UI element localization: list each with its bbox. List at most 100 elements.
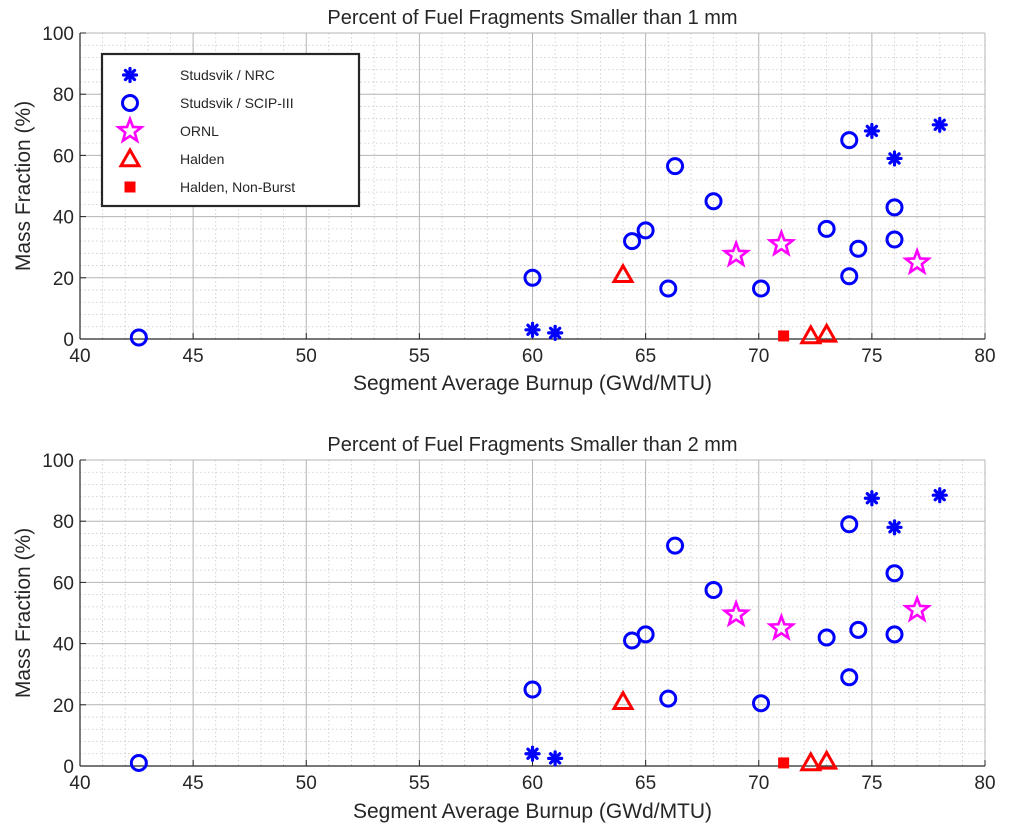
x-axis-label: Segment Average Burnup (GWd/MTU): [353, 800, 712, 823]
data-point-circle: [840, 515, 859, 534]
data-point-star: [902, 246, 933, 276]
data-point-circle: [849, 620, 868, 639]
series-triangle: [611, 689, 839, 772]
legend-label: ORNL: [180, 123, 219, 139]
y-tick-label: 20: [53, 269, 74, 290]
series-square: [778, 330, 790, 342]
data-point-triangle: [799, 750, 823, 772]
series-circle: [129, 515, 904, 772]
legend: Studsvik / NRC Studsvik / SCIP-III ORNL Hal…: [100, 52, 361, 208]
y-tick-label: 60: [53, 146, 74, 167]
legend-marker-square: [124, 181, 136, 193]
data-point-triangle: [815, 749, 839, 770]
x-tick-label: 80: [974, 346, 995, 367]
y-tick-label: 80: [53, 512, 74, 533]
data-point-circle: [666, 536, 685, 555]
series-asterisk: [524, 487, 948, 767]
data-point-square: [778, 330, 790, 342]
y-tick-label: 40: [53, 635, 74, 656]
x-axis-label: Segment Average Burnup (GWd/MTU): [353, 372, 712, 395]
chart-2: 40 45 50 55 60 65 70 75 80 0 20 40 60 80 100 Percent of…: [12, 434, 996, 823]
x-tick-label: 65: [635, 773, 656, 794]
x-tick-label: 40: [69, 773, 90, 794]
data-point-star: [721, 598, 752, 628]
x-tick-label: 55: [409, 346, 430, 367]
x-tick-label: 40: [69, 346, 90, 367]
data-point-asterisk: [931, 116, 948, 133]
series-triangle: [611, 262, 839, 345]
x-tick-label: 75: [861, 346, 882, 367]
legend-marker-triangle: [118, 146, 142, 168]
data-point-asterisk: [524, 321, 541, 338]
data-point-circle: [659, 279, 678, 298]
data-point-circle: [129, 328, 148, 347]
x-tick-label: 60: [522, 346, 543, 367]
data-point-star: [721, 239, 752, 268]
y-tick-label: 0: [63, 757, 74, 778]
data-point-circle: [817, 219, 836, 238]
data-point-star: [766, 612, 797, 642]
data-point-triangle: [799, 323, 823, 345]
data-point-circle: [523, 680, 542, 699]
data-point-circle: [885, 230, 904, 249]
legend-box: [100, 52, 361, 208]
x-tick-label: 60: [522, 773, 543, 794]
x-tick-label: 80: [974, 773, 995, 794]
x-tick-label: 50: [296, 773, 317, 794]
y-tick-label: 60: [53, 573, 74, 594]
data-point-circle: [659, 689, 678, 708]
chart-1: 40 45 50 55 60 65 70 75 80 0 20 40 60 80 100 Percent of…: [12, 7, 996, 395]
data-point-circle: [523, 268, 542, 287]
data-point-asterisk: [524, 745, 541, 762]
chart-title: Percent of Fuel Fragments Smaller than 1…: [327, 7, 737, 29]
data-point-circle: [636, 625, 655, 644]
y-tick-label: 40: [53, 208, 74, 229]
data-point-asterisk: [547, 750, 564, 767]
data-point-circle: [704, 581, 723, 600]
legend-label: Studsvik / NRC: [180, 67, 275, 83]
x-tick-label: 50: [296, 346, 317, 367]
x-tick-label: 70: [748, 346, 769, 367]
data-point-circle: [817, 628, 836, 647]
data-point-circle: [885, 198, 904, 217]
data-point-circle: [885, 625, 904, 644]
data-point-circle: [636, 221, 655, 240]
series-star: [721, 594, 933, 642]
x-tick-label: 55: [409, 773, 430, 794]
x-tick-label: 75: [861, 773, 882, 794]
series-asterisk: [524, 116, 948, 341]
data-point-circle: [752, 694, 771, 713]
series-star: [721, 228, 933, 276]
legend-label: Halden, Non-Burst: [180, 179, 295, 195]
chart-title: Percent of Fuel Fragments Smaller than 2…: [327, 434, 737, 456]
data-point-circle: [849, 239, 868, 258]
data-point-triangle: [815, 322, 839, 343]
legend-label: Studsvik / SCIP-III: [180, 95, 294, 111]
data-point-asterisk: [886, 150, 903, 167]
data-point-triangle: [611, 262, 635, 283]
data-point-asterisk: [863, 490, 880, 507]
y-tick-label: 100: [42, 451, 74, 472]
data-point-asterisk: [863, 122, 880, 140]
data-point-circle: [666, 157, 685, 176]
legend-marker-circle: [121, 94, 139, 112]
data-point-circle: [840, 668, 859, 687]
data-point-asterisk: [886, 519, 903, 536]
data-point-circle: [704, 192, 723, 211]
series-square: [778, 757, 790, 769]
data-point-star: [766, 228, 797, 257]
data-point-star: [902, 594, 933, 623]
x-tick-label: 45: [183, 346, 204, 367]
y-axis-label: Mass Fraction (%): [12, 528, 35, 698]
data-point-circle: [885, 564, 904, 583]
y-tick-label: 20: [53, 696, 74, 717]
data-point-circle: [752, 279, 771, 298]
x-tick-label: 45: [183, 773, 204, 794]
data-point-circle: [840, 267, 859, 286]
x-tick-label: 70: [748, 773, 769, 794]
data-point-asterisk: [547, 324, 564, 341]
data-point-triangle: [611, 689, 635, 710]
legend-marker-asterisk: [121, 66, 139, 84]
legend-label: Halden: [180, 151, 224, 167]
